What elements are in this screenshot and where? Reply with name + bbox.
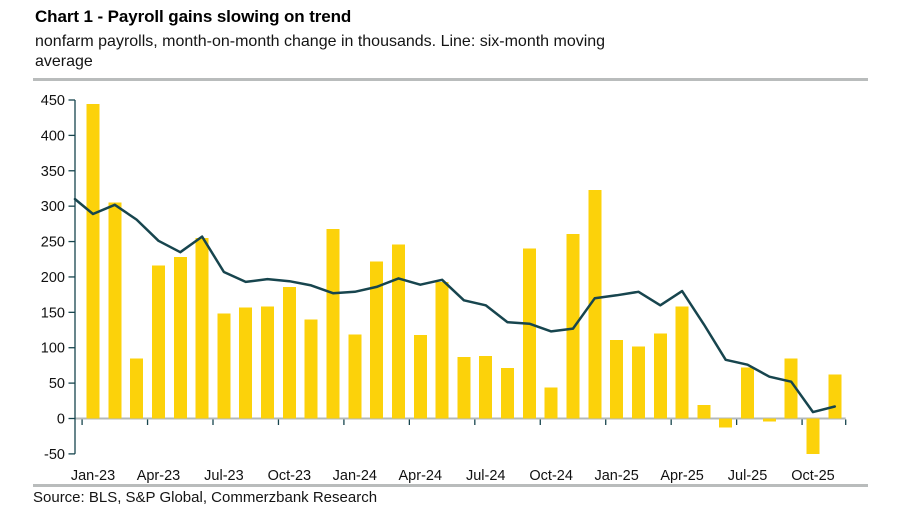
payroll-bar-Feb-23 <box>108 202 122 419</box>
x-axis-tick-label: Oct-23 <box>268 468 312 484</box>
payroll-bar-Dec-23 <box>326 228 340 419</box>
payroll-bar-Mar-25 <box>653 333 667 419</box>
payroll-bar-Jan-24 <box>348 334 362 419</box>
payroll-bar-Oct-25 <box>806 418 820 454</box>
y-axis-tick-label: 100 <box>41 341 65 357</box>
y-axis-tick-label: 50 <box>49 376 65 392</box>
payroll-bar-Apr-24 <box>413 334 427 419</box>
payroll-bar-May-23 <box>173 257 187 419</box>
x-axis-tick-label: Jul-24 <box>466 468 506 484</box>
x-axis-tick-label: Oct-24 <box>529 468 573 484</box>
payroll-bar-Feb-25 <box>631 346 645 419</box>
payroll-bar-Nov-24 <box>566 233 580 419</box>
x-axis-tick-label: Jan-25 <box>594 468 638 484</box>
source-text: Source: BLS, S&P Global, Commerzbank Res… <box>33 489 378 506</box>
x-axis-tick-label: Jul-25 <box>728 468 768 484</box>
payroll-bar-May-25 <box>697 405 711 419</box>
payroll-bar-Apr-25 <box>675 306 689 419</box>
payroll-bar-Sep-25 <box>784 358 798 419</box>
payroll-bar-Mar-24 <box>391 244 405 419</box>
x-axis-tick-label: Jul-23 <box>204 468 244 484</box>
payroll-bar-Aug-24 <box>501 368 515 419</box>
x-axis-tick-label: Oct-25 <box>791 468 835 484</box>
y-axis-tick-label: 400 <box>41 128 65 144</box>
payroll-bar-Mar-23 <box>130 358 144 419</box>
payroll-bar-Jun-24 <box>457 356 471 419</box>
y-axis-tick-label: 350 <box>41 164 65 180</box>
chart-title: Chart 1 - Payroll gains slowing on trend <box>35 7 352 26</box>
payroll-bar-Nov-25 <box>828 374 842 419</box>
six-month-moving-average-line <box>73 197 837 414</box>
x-axis-tick-label: Jan-23 <box>71 468 115 484</box>
payroll-bar-Jul-24 <box>479 356 493 419</box>
y-axis-tick-label: -50 <box>44 447 65 463</box>
y-axis-tick-label: 250 <box>41 235 65 251</box>
payroll-bar-May-24 <box>435 281 449 419</box>
payroll-bar-Jul-23 <box>217 313 231 419</box>
payroll-bar-Feb-24 <box>370 261 384 419</box>
payroll-bar-Aug-25 <box>762 418 776 422</box>
y-axis-tick-label: 300 <box>41 199 65 215</box>
payroll-bar-Oct-23 <box>282 286 296 419</box>
x-axis-tick-label: Apr-25 <box>660 468 704 484</box>
payroll-bar-Sep-23 <box>261 306 275 419</box>
payroll-bar-Sep-24 <box>522 248 536 419</box>
chart-subtitle-line2: average <box>35 53 93 70</box>
y-axis-tick-label: 150 <box>41 305 65 321</box>
chart-subtitle-line1: nonfarm payrolls, month-on-month change … <box>35 33 606 50</box>
x-axis-tick-label: Jan-24 <box>333 468 377 484</box>
payroll-bar-Apr-23 <box>151 265 165 419</box>
y-axis-tick-label: 200 <box>41 270 65 286</box>
payroll-bar-Jun-25 <box>719 418 733 428</box>
bottom-divider <box>33 484 868 487</box>
payroll-bar-Jan-23 <box>86 104 100 419</box>
y-axis-tick-label: 0 <box>57 412 65 428</box>
payroll-bar-Jul-25 <box>741 367 755 419</box>
y-axis-tick-label: 450 <box>41 93 65 109</box>
payroll-bar-Oct-24 <box>544 387 558 419</box>
payroll-bar-Aug-23 <box>239 307 253 419</box>
top-divider <box>33 78 868 81</box>
payroll-bar-Dec-24 <box>588 189 602 419</box>
x-axis-tick-label: Apr-23 <box>137 468 181 484</box>
chart-subtitle: nonfarm payrolls, month-on-month change … <box>35 32 855 72</box>
payroll-bar-Jun-23 <box>195 238 209 419</box>
payroll-bar-Jan-25 <box>610 339 624 419</box>
payroll-bar-Nov-23 <box>304 319 318 419</box>
x-axis-tick-label: Apr-24 <box>399 468 443 484</box>
